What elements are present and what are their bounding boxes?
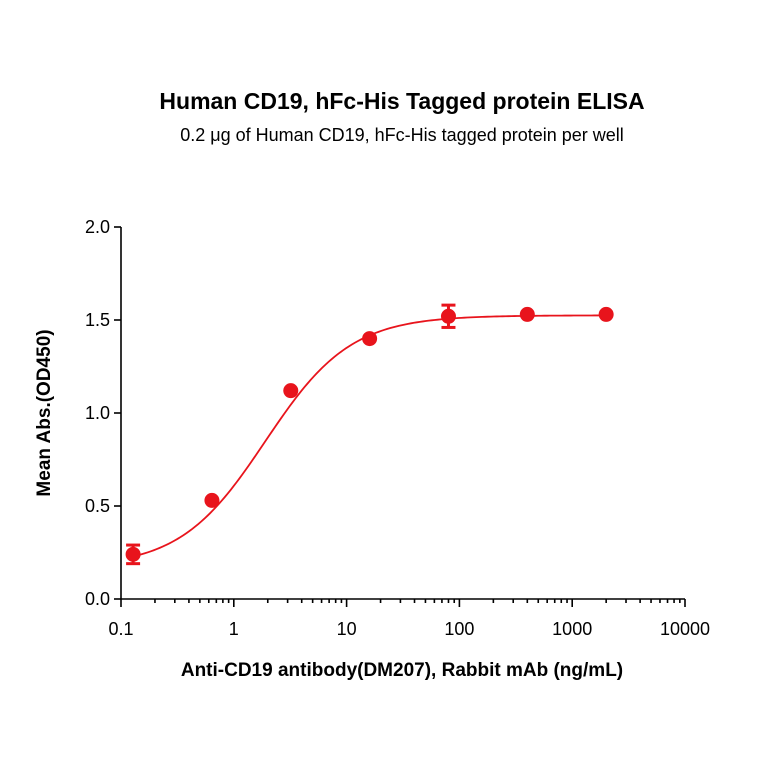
x-tick-label: 1000 xyxy=(552,619,592,639)
chart-title: Human CD19, hFc-His Tagged protein ELISA xyxy=(159,88,644,114)
data-point xyxy=(362,331,378,347)
y-tick-label: 0.5 xyxy=(85,496,110,516)
y-tick-label: 1.0 xyxy=(85,403,110,423)
plot-area: 0.0 0.5 1.0 1.5 2.0 0.1 1 10 100 1000 10000 xyxy=(85,217,710,639)
x-axis-label: Anti-CD19 antibody(DM207), Rabbit mAb (n… xyxy=(181,660,623,681)
data-point xyxy=(519,306,535,322)
data-point xyxy=(440,308,456,324)
chart-subtitle: 0.2 μg of Human CD19, hFc-His tagged pro… xyxy=(180,125,624,145)
x-tick-label: 10 xyxy=(337,619,357,639)
data-point xyxy=(598,306,614,322)
x-tick-label: 0.1 xyxy=(108,619,133,639)
y-axis-label: Mean Abs.(OD450) xyxy=(34,329,55,496)
data-point xyxy=(204,492,220,508)
fit-curve xyxy=(132,314,607,558)
data-point xyxy=(283,383,299,399)
data-point xyxy=(125,546,141,562)
y-tick-label: 0.0 xyxy=(85,589,110,609)
y-tick-label: 1.5 xyxy=(85,310,110,330)
y-tick-label: 2.0 xyxy=(85,217,110,237)
x-tick-label: 10000 xyxy=(660,619,710,639)
x-tick-label: 1 xyxy=(229,619,239,639)
x-tick-label: 100 xyxy=(444,619,474,639)
